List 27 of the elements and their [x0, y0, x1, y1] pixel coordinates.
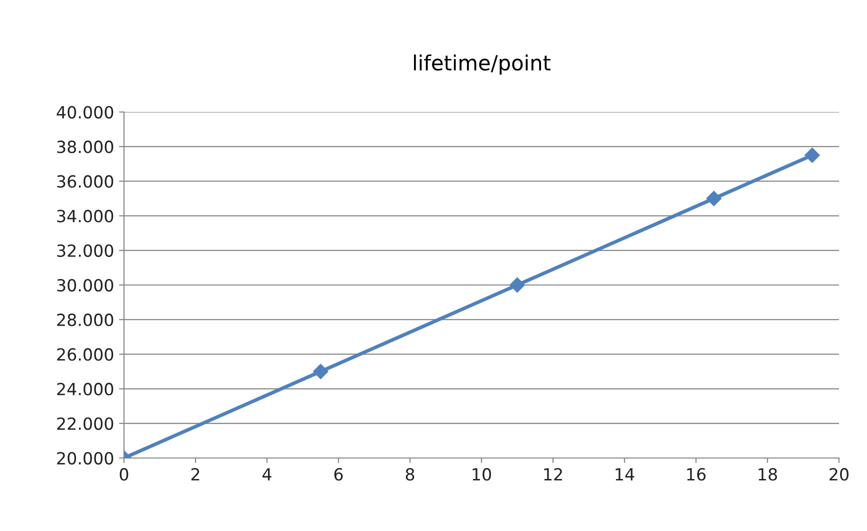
point: [804, 148, 820, 163]
point: [706, 190, 722, 206]
y-tick-label: 38.000: [57, 140, 114, 154]
x-tick-label: 12: [544, 468, 562, 480]
x-tick-label: 16: [687, 468, 706, 481]
chart-title: lifetime/point: [414, 54, 550, 75]
x-tick-label: 20: [830, 468, 848, 481]
x-tick-label: 18: [758, 468, 777, 481]
y-tick-label: 22.000: [57, 417, 114, 430]
y-tick-label: 26.000: [57, 348, 114, 361]
point: [510, 277, 525, 293]
y-tick-label: 20.000: [57, 452, 114, 465]
point: [313, 364, 328, 380]
y-tick-label: 30.000: [57, 278, 114, 292]
y-tick-label: 34.000: [57, 210, 114, 222]
y-tick-label: 28.000: [57, 314, 114, 326]
y-tick-label: 36.000: [57, 175, 114, 188]
x-tick-label: 2: [191, 468, 200, 480]
y-tick-label: 24.000: [57, 382, 114, 396]
y-tick-label: 40.000: [56, 106, 114, 119]
x-tick-label: 8: [406, 468, 414, 481]
x-tick-label: 10: [472, 468, 491, 481]
x-tick-label: 0: [120, 468, 128, 481]
y-tick-label: 32.000: [57, 244, 114, 257]
x-tick-label: 14: [616, 468, 634, 480]
x-tick-label: 6: [334, 468, 343, 481]
x-tick-label: 4: [262, 468, 272, 480]
